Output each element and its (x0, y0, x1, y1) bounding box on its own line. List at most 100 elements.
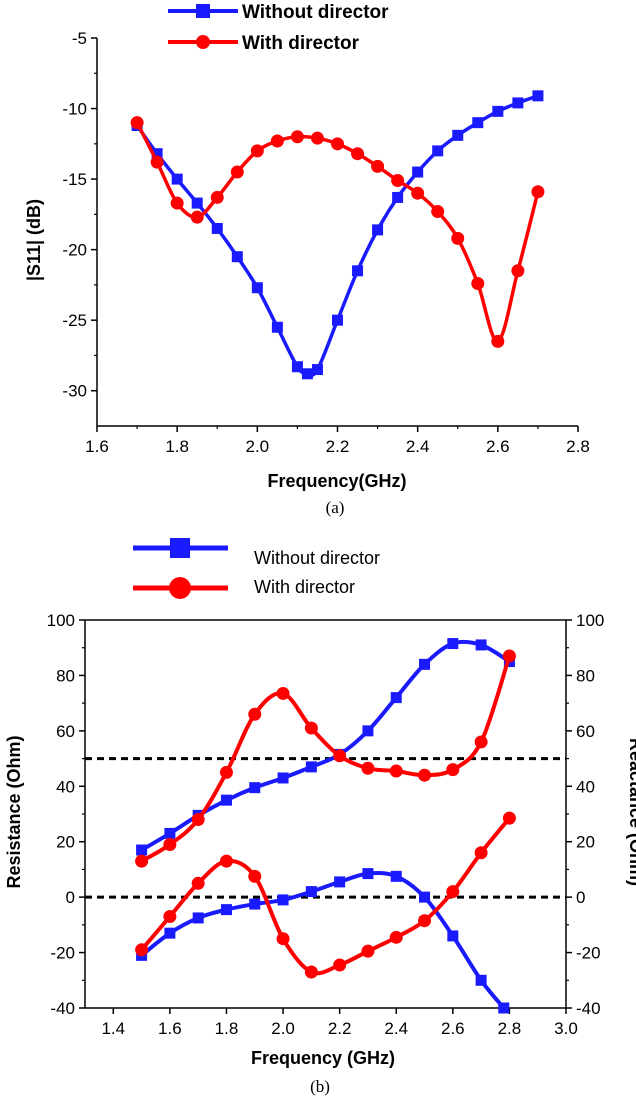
panel-a-data-point-circle (190, 210, 204, 224)
panel-b-data-point-circle (276, 932, 290, 946)
panel-a-data-point-square (301, 368, 313, 380)
panel-a-data-point-square (512, 97, 524, 109)
panel-a-data-point-circle (351, 147, 365, 161)
panel-a-legend: Without director With director (168, 2, 389, 54)
panel-b-data-point-circle (191, 876, 205, 890)
panel-a-series (130, 90, 545, 380)
panel-a-data-point-circle (170, 196, 184, 210)
panel-a-y-tick-label: -30 (62, 382, 87, 401)
panel-b-x-axis-title: Frequency (GHz) (251, 1048, 395, 1068)
legend-b-label-without-director: Without director (254, 548, 380, 568)
panel-a-data-point-square (251, 282, 263, 294)
panel-a-data-point-square (191, 197, 203, 209)
panel-b-legend: Without director With director (133, 538, 380, 599)
panel-b-y-tick-label: -20 (50, 944, 75, 963)
panel-a-data-point-square (392, 191, 404, 203)
panel-b-data-point-circle (191, 813, 205, 827)
panel-b-data-point-circle (361, 944, 375, 958)
panel-b-right-y-tick-label: 80 (576, 666, 595, 685)
panel-b-axes: 1.4 1.6 1.8 2.0 2.2 2.4 2.6 2.8 3.0 100 100 80 80 60 6… (47, 611, 605, 1038)
panel-a-y-tick-label: -5 (72, 29, 87, 48)
legend-a-label-with-director: With director (242, 33, 360, 54)
panel-b-data-point-square (220, 794, 232, 806)
panel-b-x-tick-label: 1.6 (158, 1019, 182, 1038)
panel-b-data-point-square (249, 782, 261, 794)
panel-b-x-tick-label: 1.4 (101, 1019, 125, 1038)
panel-b-data-point-circle (333, 749, 347, 763)
panel-a-data-point-circle (210, 190, 224, 204)
panel-b-data-point-circle (474, 735, 488, 749)
panel-a-data-point-square (472, 117, 484, 129)
panel-b-y-tick-label: 100 (47, 611, 75, 630)
panel-b-x-tick-label: 2.4 (384, 1019, 408, 1038)
panel-b-y-tick-label: 40 (56, 777, 75, 796)
panel-b-data-point-circle (333, 958, 347, 972)
panel-b-data-point-square (277, 772, 289, 784)
panel-b-right-y-tick-label: 0 (576, 888, 585, 907)
panel-a-data-point-circle (250, 144, 264, 158)
panel-a-y-tick-label: -25 (62, 311, 87, 330)
legend-b-marker-square (170, 538, 190, 558)
panel-b-x-tick-label: 3.0 (554, 1019, 578, 1038)
panel-b-data-point-circle (219, 765, 233, 779)
panel-a-series-line (135, 94, 539, 377)
panel-b-data-point-square (362, 868, 374, 880)
panel-a-data-point-square (532, 90, 544, 102)
panel-a-data-point-circle (230, 165, 244, 179)
panel-a-x-tick-label: 1.6 (85, 437, 109, 456)
panel-b-data-point-circle (502, 649, 516, 663)
panel-a-data-point-square (352, 265, 364, 277)
panel-b-data-point-circle (219, 854, 233, 868)
panel-b-x-tick-label: 2.6 (441, 1019, 465, 1038)
panel-a-axes: 1.6 1.8 2.0 2.2 2.4 2.6 2.8 -5 -10 -15 -20 -25 -30 (62, 29, 589, 456)
panel-a-data-point-circle (270, 134, 284, 148)
panel-a-data-point-square (271, 321, 283, 333)
panel-a-data-point-circle (511, 264, 525, 278)
panel-b-data-point-square (305, 761, 317, 773)
legend-a-label-without-director: Without director (242, 2, 389, 23)
panel-b-right-y-axis-title: Reactance (Ohm) (626, 738, 636, 886)
panel-a-series-line (135, 121, 540, 344)
panel-b-data-point-circle (135, 943, 149, 957)
panel-a-data-point-square (151, 148, 163, 160)
panel-a-x-tick-label: 2.6 (486, 437, 510, 456)
panel-b-data-point-square (475, 639, 487, 651)
panel-a-data-point-square (291, 361, 303, 373)
panel-b-data-point-circle (446, 763, 460, 777)
panel-a-data-point-square (372, 224, 384, 236)
panel-b-data-point-square (192, 912, 204, 924)
panel-b-data-point-square (305, 886, 317, 898)
panel-b-data-point-square (419, 658, 431, 670)
panel-b-y-tick-label: 80 (56, 666, 75, 685)
panel-a-data-point-square (311, 364, 323, 376)
panel-b-data-point-circle (304, 965, 318, 979)
panel-a-data-point-circle (431, 205, 445, 219)
panel-b-data-point-square (220, 904, 232, 916)
panel-b-right-y-tick-label: -40 (576, 999, 601, 1018)
panel-b-x-tick-label: 2.2 (328, 1019, 352, 1038)
panel-a-data-point-circle (471, 276, 485, 290)
panel-a-chart: Without director With director 1.6 1.8 2.0… (24, 2, 590, 517)
panel-b-data-point-square (164, 927, 176, 939)
panel-a-data-point-square (211, 222, 223, 234)
panel-b-data-point-square (136, 844, 148, 856)
panel-b-data-point-circle (361, 761, 375, 775)
panel-a-caption: (a) (326, 498, 345, 517)
panel-a-data-point-circle (531, 185, 545, 199)
panel-b-right-y-tick-label: 60 (576, 722, 595, 741)
panel-a-data-point-circle (130, 116, 144, 130)
panel-a-y-tick-label: -10 (62, 100, 87, 119)
panel-b-data-point-circle (248, 707, 262, 721)
panel-b-x-tick-label: 2.0 (271, 1019, 295, 1038)
panel-b-caption: (b) (310, 1077, 330, 1096)
panel-a-y-tick-label: -15 (62, 170, 87, 189)
panel-a-data-point-circle (150, 155, 164, 169)
legend-b-marker-circle (169, 577, 191, 599)
panel-b-data-point-circle (474, 846, 488, 860)
panel-b-right-y-tick-label: 100 (576, 611, 604, 630)
panel-a-data-point-circle (371, 159, 385, 173)
panel-a-data-point-circle (290, 130, 304, 144)
panel-b-data-point-circle (446, 885, 460, 899)
panel-b-data-point-circle (304, 721, 318, 735)
